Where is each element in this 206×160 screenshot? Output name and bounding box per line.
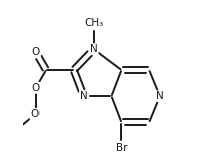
Text: O: O [32,83,40,93]
Text: Br: Br [116,144,127,153]
Text: N: N [80,91,88,101]
Text: N: N [90,44,98,54]
Text: O: O [32,109,40,119]
Text: N: N [156,91,164,101]
Text: CH₃: CH₃ [84,18,103,28]
Text: O: O [30,109,39,119]
Text: O: O [32,47,40,57]
